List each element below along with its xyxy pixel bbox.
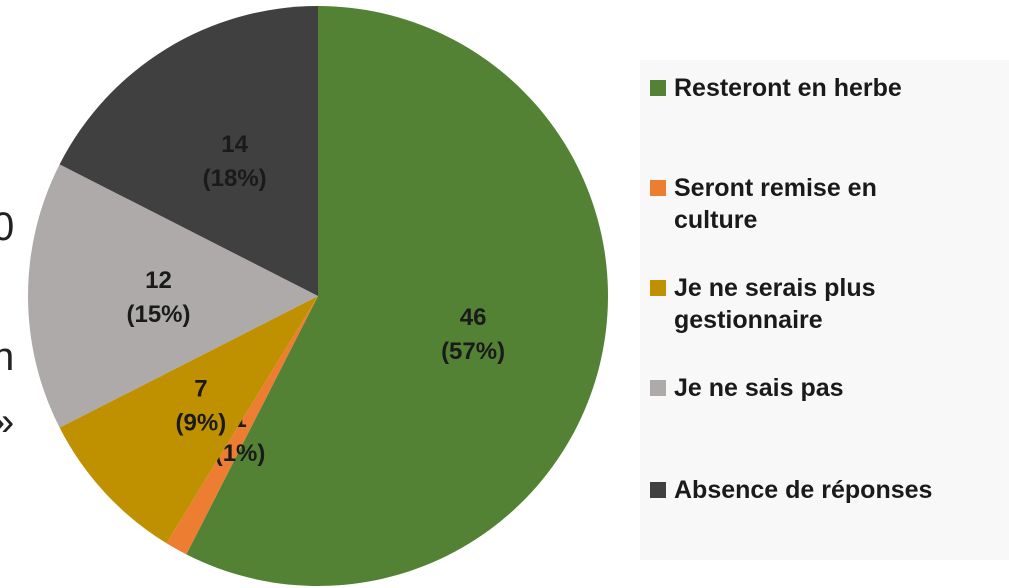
- data-label: 14 (18%): [203, 131, 267, 192]
- legend-label: Absence de réponses: [674, 476, 933, 504]
- cropped-text: n: [0, 335, 14, 379]
- legend: Resteront en herbe Seront remise en cultu…: [640, 60, 1009, 560]
- legend-label: Je ne serais plus gestionnaire: [674, 274, 876, 334]
- legend-item: Absence de réponses: [650, 474, 990, 506]
- legend-swatch: [650, 280, 666, 296]
- data-label: 7 (9%): [176, 375, 227, 436]
- legend-item: Je ne serais plus gestionnaire: [650, 272, 990, 336]
- pie-slice: [59, 296, 319, 544]
- legend-swatch: [650, 380, 666, 396]
- legend-item: Seront remise en culture: [650, 172, 990, 236]
- legend-swatch: [650, 180, 666, 196]
- cropped-text: »: [0, 400, 14, 444]
- pie-slice: [186, 6, 608, 586]
- pie-slice: [166, 296, 318, 555]
- legend-label: Resteront en herbe: [674, 74, 902, 102]
- legend-label: Seront remise en culture: [674, 174, 877, 234]
- pie-slice: [59, 6, 319, 296]
- legend-item: Resteront en herbe: [650, 72, 990, 104]
- cropped-text: 0: [0, 205, 14, 249]
- legend-swatch: [650, 482, 666, 498]
- cropped-text: ,: [0, 275, 3, 319]
- legend-swatch: [650, 80, 666, 96]
- legend-label: Je ne sais pas: [674, 374, 844, 402]
- pie-slice: [27, 164, 318, 428]
- data-label: 12 (15%): [126, 267, 190, 328]
- legend-item: Je ne sais pas: [650, 372, 990, 404]
- data-label: 46 (57%): [441, 304, 505, 365]
